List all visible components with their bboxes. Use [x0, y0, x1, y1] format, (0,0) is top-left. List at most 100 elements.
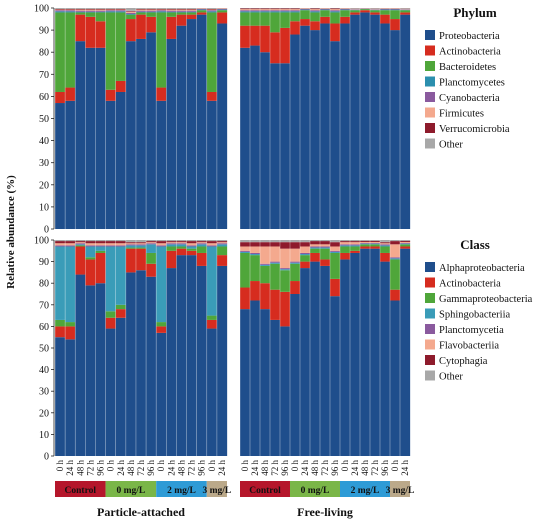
bar-stack: [390, 240, 400, 456]
bar-segment-cyanobacteria: [300, 9, 310, 10]
bar-segment-alphaproteobacteria: [360, 249, 370, 456]
bar-segment-actinobacteria: [126, 19, 136, 41]
bar-segment-gammaproteobacteria: [146, 253, 156, 264]
bar-segment-gammaproteobacteria: [217, 246, 227, 255]
legend-swatch: [425, 46, 435, 56]
bar-segment-cytophagia: [400, 241, 410, 242]
bar-segment-cytophagia: [360, 241, 370, 242]
bar-stack: [207, 8, 217, 229]
bar-segment-other: [187, 8, 197, 9]
y-tick-label: 40: [39, 136, 49, 147]
bar-segment-cytophagia: [55, 241, 65, 243]
bar-segment-other: [390, 240, 400, 241]
bar-segment-proteobacteria: [187, 19, 197, 229]
bar-segment-actinobacteria: [340, 17, 350, 24]
bar-segment-verrucomicrobia: [95, 9, 105, 10]
bar-segment-sphingobacteriia: [106, 246, 116, 311]
bar-segment-planctomycetes: [380, 10, 390, 11]
bar-segment-actinobacteria: [95, 21, 105, 48]
bar-segment-planctomycetes: [240, 11, 250, 12]
bar-stack: [320, 240, 330, 456]
bar-segment-actinobacteria: [197, 253, 207, 266]
bar-segment-bacteroidetes: [310, 12, 320, 21]
bar-segment-alphaproteobacteria: [136, 270, 146, 456]
bar-segment-alphaproteobacteria: [330, 296, 340, 456]
bar-segment-actinobacteria: [156, 88, 166, 101]
y-tick-label: 90: [39, 257, 49, 268]
bar-segment-gammaproteobacteria: [400, 244, 410, 246]
bar-segment-other: [360, 240, 370, 241]
bar-stack: [290, 8, 300, 229]
bar-segment-other: [116, 240, 126, 241]
bar-segment-cyanobacteria: [197, 9, 207, 10]
group-label: Control: [65, 486, 97, 496]
bar-segment-bacteroidetes: [240, 12, 250, 25]
bar-segment-other: [85, 240, 95, 241]
bar-segment-cyanobacteria: [320, 9, 330, 10]
bar-segment-other: [126, 10, 136, 11]
bar-segment-other: [370, 240, 380, 241]
legend-label: Planctomycetes: [439, 78, 505, 89]
bar-segment-planctomycetia: [310, 246, 320, 247]
bar-segment-firmicutes: [310, 9, 320, 10]
bar-stack: [55, 8, 65, 229]
bar-segment-planctomycetes: [136, 12, 146, 13]
bar-segment-planctomycetes: [55, 11, 65, 12]
bar-segment-gammaproteobacteria: [85, 257, 95, 259]
bar-segment-proteobacteria: [136, 39, 146, 229]
bar-stack: [310, 240, 320, 456]
bar-segment-flavobacteriia: [320, 244, 330, 246]
bar-segment-bacteroidetes: [136, 12, 146, 14]
bar-segment-firmicutes: [207, 10, 217, 11]
bar-stack: [340, 240, 350, 456]
bar-segment-sphingobacteriia: [250, 254, 260, 255]
y-tick-label: 60: [39, 92, 49, 103]
bar-segment-flavobacteriia: [350, 242, 360, 244]
bar-segment-firmicutes: [116, 10, 126, 11]
bar-segment-sphingobacteriia: [380, 245, 390, 246]
bar-stack: [340, 8, 350, 229]
bar-segment-planctomycetes: [260, 11, 270, 12]
bar-segment-cyanobacteria: [85, 11, 95, 12]
bar-segment-other: [55, 8, 65, 9]
bar-segment-proteobacteria: [166, 39, 176, 229]
sample-label: 0 h: [156, 460, 166, 472]
bar-segment-proteobacteria: [95, 48, 105, 229]
bar-segment-gammaproteobacteria: [116, 305, 126, 309]
bar-segment-sphingobacteriia: [260, 265, 270, 266]
bar-segment-sphingobacteriia: [95, 246, 105, 250]
bar-segment-gammaproteobacteria: [290, 264, 300, 281]
bar-segment-other: [146, 8, 156, 9]
bar-segment-actinobacteria: [176, 15, 186, 26]
bar-segment-cytophagia: [300, 242, 310, 246]
bar-segment-planctomycetes: [310, 11, 320, 12]
column-title: Free-living: [297, 505, 353, 519]
sample-label: 0 h: [290, 460, 300, 472]
bar-segment-alphaproteobacteria: [85, 285, 95, 456]
bar-segment-gammaproteobacteria: [310, 249, 320, 253]
bar-segment-gammaproteobacteria: [65, 322, 75, 326]
bar-stack: [85, 8, 95, 229]
bar-segment-firmicutes: [240, 9, 250, 10]
bar-segment-cytophagia: [290, 242, 300, 248]
bar-segment-cytophagia: [176, 241, 186, 242]
bar-segment-cyanobacteria: [116, 10, 126, 11]
legend-swatch: [425, 371, 435, 381]
bar-segment-alphaproteobacteria: [126, 272, 136, 456]
bar-segment-alphaproteobacteria: [370, 249, 380, 456]
bar-stack: [197, 240, 207, 456]
bar-segment-planctomycetia: [176, 243, 186, 244]
bar-segment-firmicutes: [126, 12, 136, 13]
bar-segment-cytophagia: [65, 241, 75, 243]
bar-stack: [217, 8, 227, 229]
bar-segment-other: [380, 241, 390, 242]
bar-stack: [270, 8, 280, 229]
group-label: 2 mg/L: [351, 486, 380, 496]
bar-segment-verrucomicrobia: [126, 11, 136, 12]
legends: PhylumProteobacteriaActinobacteriaBacter…: [425, 5, 533, 383]
bar-segment-flavobacteriia: [340, 242, 350, 244]
bar-segment-verrucomicrobia: [116, 9, 126, 10]
y-tick-label: 20: [39, 180, 49, 191]
